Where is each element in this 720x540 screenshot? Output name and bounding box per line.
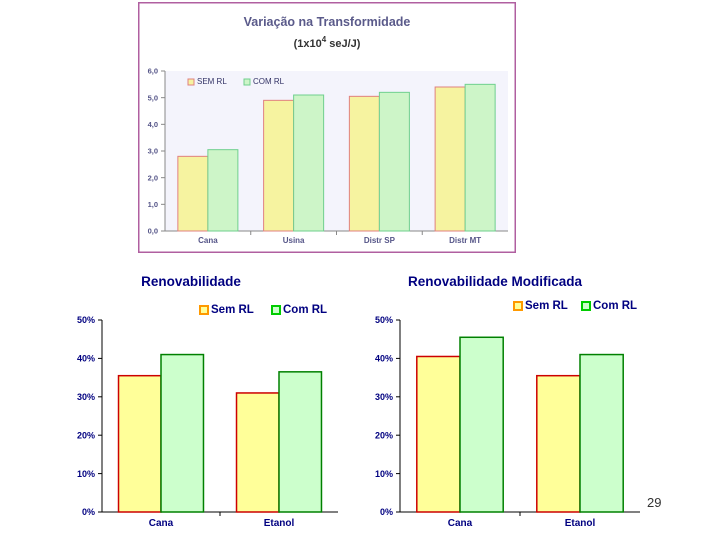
bar-sem-rl <box>117 374 162 513</box>
subtitle-post: seJ/J) <box>326 38 361 50</box>
y-tick-label: 20% <box>375 430 393 440</box>
legend-swatch <box>581 301 591 311</box>
y-tick-label: 50% <box>77 315 95 325</box>
legend-label: Sem RL <box>525 300 568 312</box>
bar-sem-rl <box>177 155 209 232</box>
plot-area: 0,0 1,0 2,0 3,0 4,0 5,0 6,0 Cana Usina Distr SP Di… <box>148 67 508 245</box>
bar-com-rl <box>293 94 325 232</box>
x-tick-label: Cana <box>149 518 174 529</box>
subtitle-pre: (1x10 <box>294 38 322 50</box>
bar-com-rl <box>207 149 239 232</box>
y-tick-label: 40% <box>375 354 393 364</box>
legend-swatch <box>513 301 523 311</box>
legend-label: SEM RL <box>197 77 227 86</box>
renovabilidade-modificada-chart-svg: Renovabilidade Modificada 0% 10% 20% 30% 40%… <box>375 274 640 529</box>
bar-com-rl <box>160 353 205 513</box>
bar-sem-rl <box>434 86 466 232</box>
x-tick-label: Cana <box>198 236 218 245</box>
y-tick-label: 0,0 <box>148 227 158 236</box>
y-tick-label: 40% <box>77 354 95 364</box>
bar-sem-rl <box>536 374 581 513</box>
bar-com-rl <box>278 371 323 513</box>
y-tick-label: 1,0 <box>148 200 158 209</box>
page-number: 29 <box>647 495 662 510</box>
subtitle-superscript: 4 <box>322 35 327 44</box>
x-tick-label: Etanol <box>565 518 596 529</box>
transformidade-chart-svg: Variação na Transformidade (1x104 seJ/J)… <box>138 2 516 253</box>
x-tick-label: Usina <box>283 236 305 245</box>
y-tick-label: 50% <box>375 315 393 325</box>
y-tick-label: 4,0 <box>148 120 158 129</box>
y-tick-label: 6,0 <box>148 67 158 76</box>
bar-com-rl <box>459 336 504 513</box>
x-tick-label: Etanol <box>264 518 295 529</box>
chart-subtitle: (1x104 seJ/J) <box>294 35 361 50</box>
y-tick-label: 0% <box>82 507 95 517</box>
bar-sem-rl <box>235 392 280 513</box>
y-tick-label: 2,0 <box>148 173 158 182</box>
legend-swatch <box>243 78 251 86</box>
legend-swatch <box>199 305 209 315</box>
transformidade-chart: Variação na Transformidade (1x104 seJ/J)… <box>138 2 516 253</box>
y-tick-label: 30% <box>77 392 95 402</box>
bar-sem-rl <box>348 95 380 232</box>
bar-sem-rl <box>416 355 461 513</box>
legend-label: COM RL <box>253 77 285 86</box>
chart-title: Variação na Transformidade <box>244 15 411 29</box>
x-tick-label: Cana <box>448 518 473 529</box>
y-tick-label: 30% <box>375 392 393 402</box>
legend-label: Com RL <box>283 304 327 316</box>
bar-com-rl <box>378 91 410 232</box>
plot-area: 0% 10% 20% 30% 40% 50% Cana Etanol Sem RL Com RL <box>375 300 640 529</box>
legend-label: Com RL <box>593 300 637 312</box>
x-tick-label: Distr SP <box>364 236 396 245</box>
renovabilidade-chart-svg: Renovabilidade 0% 10% 20% 30% 40% 50% Cana Etan… <box>77 274 338 529</box>
y-tick-label: 5,0 <box>148 93 158 102</box>
y-tick-label: 0% <box>380 507 393 517</box>
legend-swatch <box>187 78 195 86</box>
chart-title: Renovabilidade <box>141 274 241 289</box>
y-tick-label: 10% <box>375 469 393 479</box>
renovabilidade-chart: Renovabilidade 0% 10% 20% 30% 40% 50% Cana Etan… <box>66 268 342 536</box>
y-tick-label: 3,0 <box>148 147 158 156</box>
x-tick-label: Distr MT <box>449 236 481 245</box>
y-tick-label: 10% <box>77 469 95 479</box>
legend-swatch <box>271 305 281 315</box>
renovabilidade-modificada-chart: Renovabilidade Modificada 0% 10% 20% 30% 40%… <box>368 268 644 536</box>
y-tick-label: 20% <box>77 430 95 440</box>
bar-com-rl <box>579 353 624 513</box>
plot-area: 0% 10% 20% 30% 40% 50% Cana Etanol Sem RL Com RL <box>77 304 338 529</box>
bar-com-rl <box>464 83 496 232</box>
legend-label: Sem RL <box>211 304 254 316</box>
chart-title: Renovabilidade Modificada <box>408 274 583 289</box>
bar-sem-rl <box>263 99 295 232</box>
